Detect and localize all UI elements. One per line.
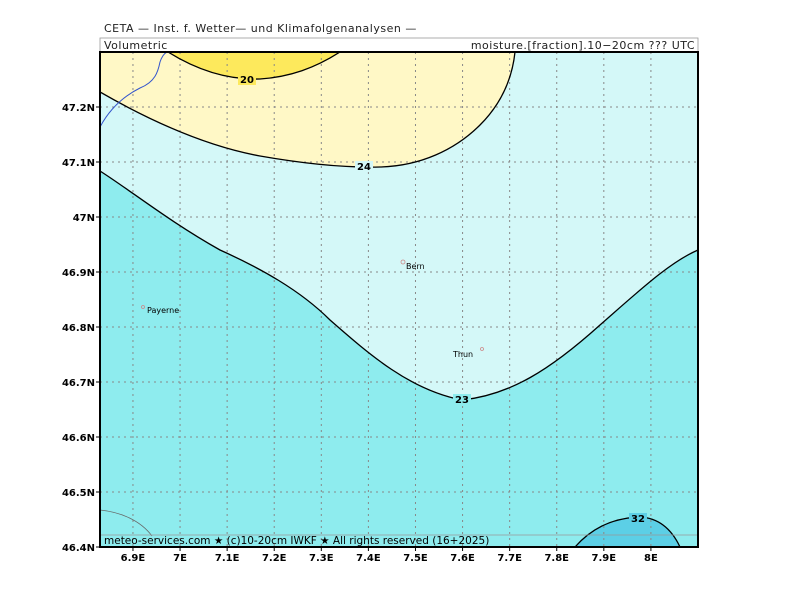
- city-label: Thun: [452, 350, 473, 359]
- x-tick-label: 7.5E: [403, 553, 428, 564]
- contour-label: 20: [240, 75, 254, 86]
- contour-label-bg: [238, 74, 256, 85]
- x-tick-label: 6.9E: [121, 553, 146, 564]
- x-tick-label: 7.8E: [544, 553, 569, 564]
- y-tick-label: 46.6N: [62, 433, 95, 444]
- contour-line: [167, 52, 341, 80]
- city-label: Bern: [406, 262, 425, 271]
- city-marker: [480, 347, 484, 351]
- map-frame: [99, 51, 699, 548]
- footer-text: meteo-services.com ★ (c)10-20cm IWKF ★ A…: [104, 535, 489, 547]
- city-label: Payerne: [147, 306, 179, 315]
- contour-line: [100, 170, 698, 401]
- field: [100, 52, 698, 547]
- y-tick-label: 47.1N: [62, 158, 95, 169]
- border-line: [100, 509, 153, 537]
- contour-label-bg: [453, 394, 471, 405]
- y-tick-label: 46.7N: [62, 378, 95, 389]
- x-tick-label: 7.6E: [450, 553, 475, 564]
- x-tick-label: 7.9E: [592, 553, 617, 564]
- y-tick-label: 46.8N: [62, 323, 95, 334]
- city-marker: [400, 259, 406, 265]
- x-tick-label: 7.3E: [309, 553, 334, 564]
- y-tick-label: 46.9N: [62, 268, 95, 279]
- y-tick-label: 46.4N: [62, 543, 95, 554]
- header-right: moisture.[fraction].10−20cm ??? UTC: [471, 39, 695, 52]
- x-tick-label: 7.7E: [497, 553, 522, 564]
- header-title: CETA — Inst. f. Wetter— und Klimafolgena…: [104, 22, 417, 35]
- fill-max: [575, 517, 680, 547]
- x-tick-label: 7.2E: [262, 553, 287, 564]
- contour-label: 32: [631, 514, 645, 525]
- border-line: [100, 52, 168, 128]
- contour-label-bg: [629, 513, 647, 524]
- y-tick-label: 47.2N: [62, 103, 95, 114]
- contour-label: 24: [357, 162, 371, 173]
- contour-label: 23: [455, 395, 469, 406]
- x-tick-label: 7.1E: [215, 553, 240, 564]
- x-tick-label: 7E: [173, 553, 187, 564]
- x-tick-label: 8E: [644, 553, 658, 564]
- contour-label-bg: [355, 161, 373, 172]
- fill-high: [100, 52, 515, 168]
- city-marker: [141, 305, 145, 309]
- header-left: Volumetric: [104, 39, 168, 52]
- y-tick-label: 46.5N: [62, 488, 95, 499]
- y-tick-label: 47N: [73, 213, 95, 224]
- x-tick-label: 7.4E: [356, 553, 381, 564]
